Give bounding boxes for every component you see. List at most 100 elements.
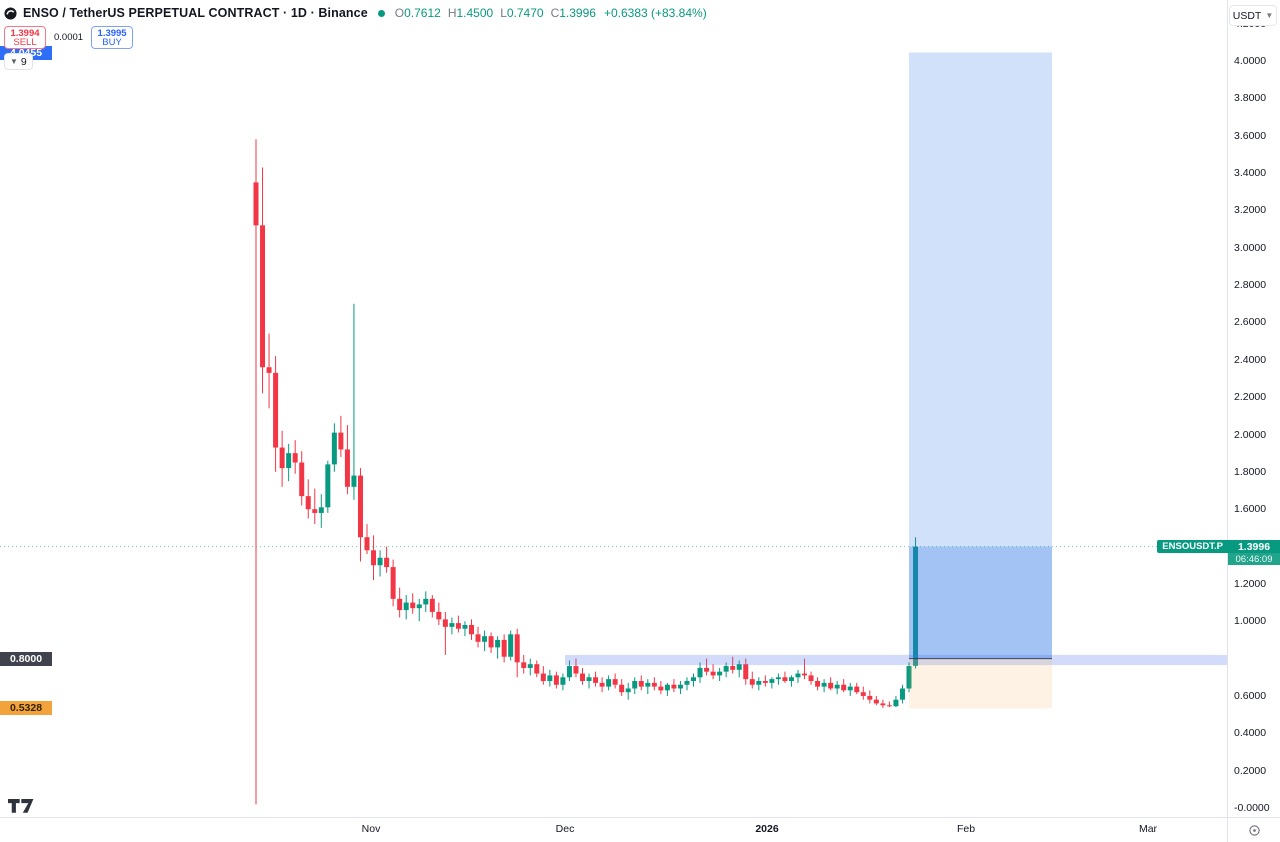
change-value: +0.6383 (+83.84%) <box>603 6 707 20</box>
candle-body <box>913 546 919 666</box>
candle-body <box>325 464 331 508</box>
candle-body <box>854 686 860 693</box>
price-tick: 2.4000 <box>1234 353 1267 366</box>
ohlc-pair: O0.7612 <box>395 6 441 20</box>
candle-body <box>873 699 879 704</box>
time-axis-label: Feb <box>956 823 976 835</box>
price-tick: 3.6000 <box>1234 129 1267 142</box>
candle-body <box>802 673 808 676</box>
candle-body <box>286 453 292 469</box>
buy-button[interactable]: 1.3995 BUY <box>91 26 134 49</box>
price-tick: 3.4000 <box>1234 167 1267 180</box>
candle-body <box>371 550 377 566</box>
candle-body <box>788 677 794 682</box>
long-position-profit-zone-lower[interactable] <box>909 546 1052 659</box>
candle-body <box>377 557 383 566</box>
sell-button[interactable]: 1.3994 SELL <box>4 26 46 49</box>
price-axis[interactable]: 4.20004.00003.80003.60003.40003.20003.00… <box>1227 0 1280 818</box>
candle-body <box>762 681 768 683</box>
support-band-drawing[interactable] <box>565 654 1228 666</box>
candle-body <box>645 682 651 687</box>
candle-body <box>403 602 409 611</box>
ohlc-value: 0.7470 <box>506 6 544 20</box>
object-tree-chip[interactable]: ▼ 9 <box>4 53 33 70</box>
price-tick: 3.0000 <box>1234 241 1267 254</box>
candle-body <box>410 602 416 609</box>
candle-body <box>782 677 788 682</box>
candle-body <box>312 509 318 513</box>
price-tick: 2.6000 <box>1234 316 1267 329</box>
market-status-icon[interactable] <box>377 9 385 17</box>
price-tick: 0.2000 <box>1234 764 1267 777</box>
candle-body <box>658 686 664 691</box>
candle-body <box>769 679 775 683</box>
candle-body <box>540 673 546 682</box>
candle-body <box>580 673 585 682</box>
buy-label: BUY <box>102 36 122 48</box>
sell-price: 1.3994 <box>10 27 40 39</box>
candle-body <box>429 598 435 612</box>
currency-dropdown[interactable]: USDT ▼ <box>1229 5 1277 26</box>
candle-body <box>397 598 403 611</box>
price-tick: 0.6000 <box>1234 689 1267 702</box>
instrument-logo <box>4 6 17 20</box>
candle-body <box>501 639 507 657</box>
candle-body <box>606 679 612 687</box>
candle-body <box>593 677 599 683</box>
candle-body <box>677 684 683 689</box>
candle-body <box>292 453 298 463</box>
candle-body <box>899 688 905 700</box>
long-position-stop-zone[interactable] <box>909 658 1052 709</box>
ohlc-pair: H1.4500 <box>448 6 493 20</box>
symbol-title[interactable]: ENSO / TetherUS PERPETUAL CONTRACT · 1D … <box>23 6 368 20</box>
buy-price: 1.3995 <box>97 27 127 39</box>
candle-body <box>260 225 266 368</box>
candle-body <box>468 624 474 635</box>
price-tick: 2.0000 <box>1234 428 1267 441</box>
candle-body <box>821 682 827 687</box>
trade-buttons: 1.3994 SELL 0.0001 1.3995 BUY <box>4 26 134 49</box>
candle-body <box>906 666 912 689</box>
candle-body <box>638 681 644 687</box>
candle-body <box>475 634 481 642</box>
time-axis[interactable]: Nov Dec 2026 Feb Mar <box>0 817 1228 842</box>
candle-body <box>808 675 814 682</box>
candle-body <box>886 705 892 707</box>
candle-body <box>671 684 677 689</box>
scroll-to-realtime-icon[interactable] <box>1248 824 1261 837</box>
candle-body <box>867 695 873 700</box>
candle-body <box>318 507 324 513</box>
candle-body <box>723 666 729 672</box>
candle-body <box>880 703 886 706</box>
candle-body <box>730 666 736 670</box>
ohlc-values: O0.7612 H1.4500 L0.7470 C1.3996 <box>395 6 596 20</box>
candlestick-series <box>253 139 919 805</box>
chart-canvas[interactable] <box>0 0 1228 818</box>
candle-body <box>749 679 755 685</box>
candle-body <box>449 623 455 627</box>
candle-body <box>553 675 559 685</box>
price-tick: -0.0000 <box>1234 802 1270 814</box>
price-tick: 3.8000 <box>1234 92 1267 105</box>
candle-body <box>847 686 853 691</box>
candle-body <box>416 604 422 609</box>
candle-body <box>527 664 533 668</box>
stop-price-label: 0.5328 <box>0 701 52 716</box>
candle-body <box>488 636 494 648</box>
candle-body <box>691 677 697 682</box>
candle-body <box>625 688 631 693</box>
candle-body <box>828 682 834 689</box>
chevron-down-icon: ▼ <box>1265 11 1274 20</box>
candle-body <box>841 684 847 691</box>
candle-body <box>344 449 350 487</box>
candle-body <box>273 372 279 448</box>
candle-body <box>495 639 501 648</box>
long-position-profit-zone-upper[interactable] <box>909 52 1052 547</box>
candle-body <box>299 462 305 497</box>
candle-body <box>508 634 514 657</box>
candle-body <box>599 682 605 687</box>
candle-body <box>736 664 742 670</box>
candle-body <box>279 447 285 469</box>
candle-body <box>586 677 592 682</box>
candle-body <box>364 537 370 551</box>
